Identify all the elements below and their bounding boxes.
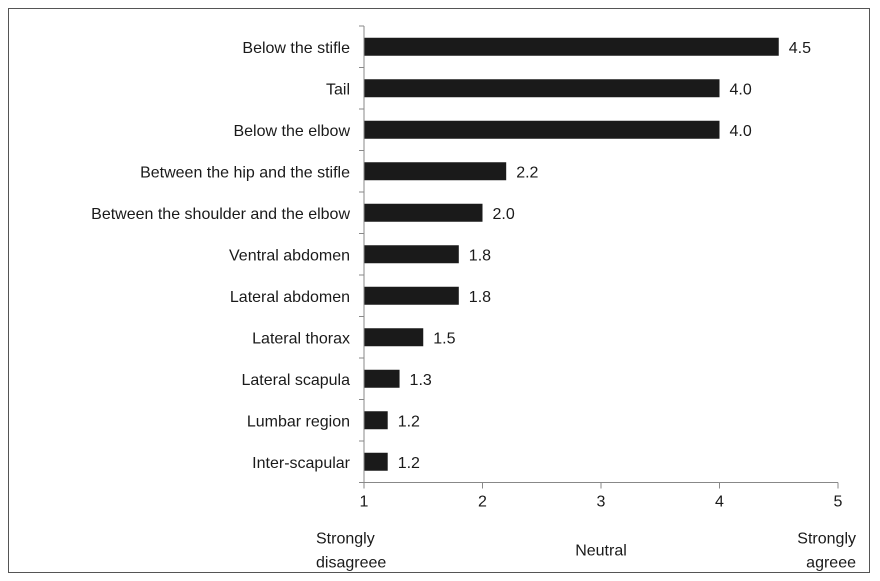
- bar: [364, 452, 388, 471]
- category-label: Between the hip and the stifle: [140, 164, 350, 181]
- x-tick-label: 4: [715, 494, 724, 511]
- category-label: Ventral abdomen: [229, 247, 350, 264]
- value-label: 1.2: [398, 413, 420, 430]
- category-label: Inter-scapular: [252, 455, 350, 472]
- category-label: Tail: [326, 81, 350, 98]
- bar: [364, 79, 720, 98]
- scale-anchor-right: Strongly: [797, 531, 856, 548]
- bar: [364, 203, 483, 222]
- value-label: 2.2: [516, 164, 538, 181]
- bar: [364, 120, 720, 139]
- scale-anchor-left: disagreee: [316, 555, 386, 572]
- value-label: 2.0: [493, 206, 515, 223]
- scale-anchor-right: agreee: [806, 555, 856, 572]
- x-tick-label: 3: [597, 494, 606, 511]
- value-label: 4.0: [730, 81, 752, 98]
- category-label: Lateral scapula: [241, 372, 350, 389]
- scale-anchor-labels: Strongly disagreee Neutral Strongly agreee: [316, 531, 856, 572]
- value-label: 4.5: [789, 40, 811, 57]
- x-tick-label: 2: [478, 494, 487, 511]
- bar: [364, 369, 400, 388]
- bar: [364, 162, 507, 181]
- bars-group: [364, 37, 779, 471]
- value-label: 1.3: [410, 372, 432, 389]
- category-label: Below the elbow: [233, 123, 350, 140]
- value-label: 1.8: [469, 289, 491, 306]
- bar: [364, 37, 779, 56]
- bar: [364, 286, 459, 305]
- bar: [364, 411, 388, 430]
- category-label: Below the stifle: [242, 40, 350, 57]
- bar: [364, 328, 424, 347]
- category-label: Between the shoulder and the elbow: [91, 206, 350, 223]
- category-label: Lateral thorax: [252, 330, 350, 347]
- bar: [364, 245, 459, 264]
- category-label: Lumbar region: [247, 413, 350, 430]
- x-tick-label: 5: [834, 494, 843, 511]
- value-labels: 4.5 4.0 4.0 2.2 2.0 1.8 1.8 1.5 1.3 1.2 1.2: [398, 40, 811, 472]
- category-labels: Below the stifle Tail Below the elbow Betwe…: [91, 40, 351, 472]
- value-label: 1.2: [398, 455, 420, 472]
- value-label: 1.8: [469, 247, 491, 264]
- value-label: 4.0: [730, 123, 752, 140]
- scale-anchor-left: Strongly: [316, 531, 375, 548]
- scale-anchor-middle: Neutral: [575, 543, 627, 560]
- category-label: Lateral abdomen: [230, 289, 350, 306]
- x-tick-label: 1: [360, 494, 369, 511]
- value-label: 1.5: [433, 330, 455, 347]
- axes: [359, 25, 839, 489]
- x-tick-labels: 1 2 3 4 5: [360, 494, 843, 511]
